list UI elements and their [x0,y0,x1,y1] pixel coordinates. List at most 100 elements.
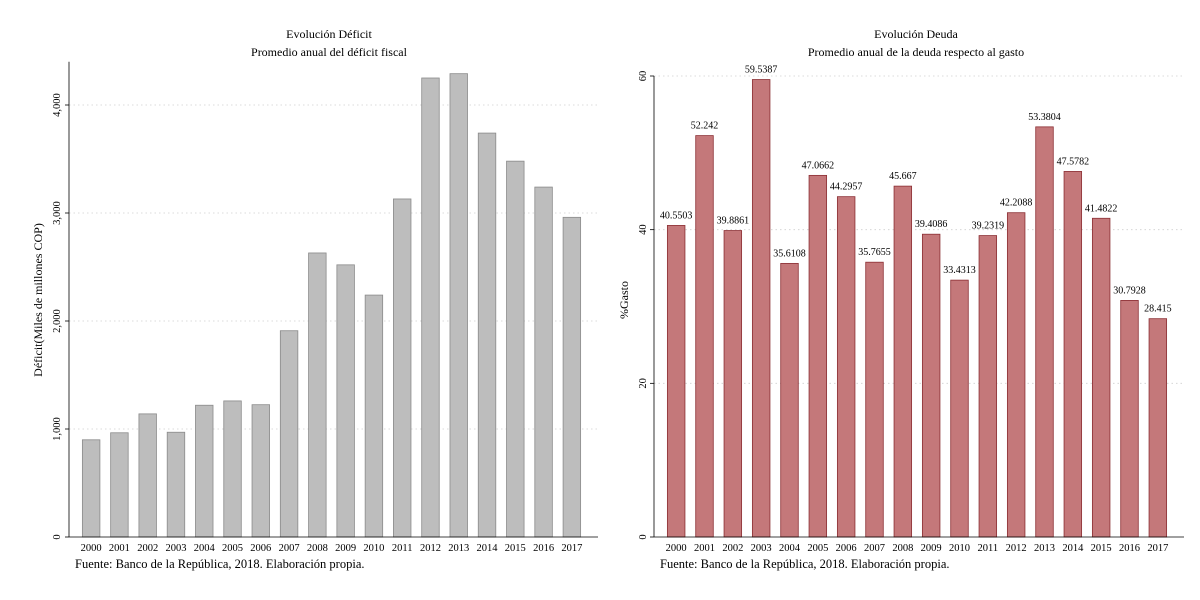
debt-x-tick-label: 2006 [836,543,857,554]
debt-x-tick-label: 2008 [892,543,913,554]
debt-x-tick-label: 2005 [807,543,828,554]
deficit-chart: Evolución Déficit Promedio anual del déf… [31,27,598,571]
deficit-x-tick-label: 2007 [279,543,300,554]
debt-x-tick-label: 2015 [1091,543,1112,554]
debt-bar [1063,171,1083,538]
debt-data-label: 35.6108 [773,248,806,259]
deficit-bar [506,160,525,538]
deficit-bar [534,186,553,538]
debt-chart-subtitle: Promedio anual de la deuda respecto al g… [808,45,1024,59]
deficit-x-tick-label: 2006 [250,543,271,554]
debt-bar [723,230,743,538]
debt-source-note: Fuente: Banco de la República, 2018. Ela… [660,557,950,571]
deficit-bar [251,404,270,538]
debt-x-tick-label: 2017 [1147,543,1168,554]
deficit-x-tick-label: 2001 [109,543,130,554]
deficit-x-tick-label: 2011 [392,543,413,554]
debt-x-tick-label: 2000 [666,543,687,554]
debt-data-label: 28.415 [1144,304,1172,315]
deficit-bar [195,404,214,538]
deficit-chart-subtitle: Promedio anual del déficit fiscal [251,45,408,59]
debt-data-label: 42.2088 [1000,198,1033,209]
debt-y-tick-label: 40 [638,224,649,235]
deficit-chart-title: Evolución Déficit [286,27,372,41]
debt-chart: Evolución Deuda Promedio anual de la deu… [617,27,1184,571]
debt-y-axis-label: %Gasto [617,281,631,319]
debt-y-tick-label: 20 [638,378,649,389]
deficit-x-tick-label: 2013 [448,543,469,554]
debt-bar [666,225,686,538]
debt-data-label: 44.2957 [830,182,863,193]
debt-y-tick-label: 0 [638,534,649,539]
debt-data-label: 30.7928 [1113,285,1146,296]
deficit-x-tick-label: 2009 [335,543,356,554]
debt-bar [1091,217,1111,538]
debt-data-label: 39.4086 [915,219,948,230]
debt-x-tick-label: 2001 [694,543,715,554]
deficit-bar [138,413,157,538]
debt-bar [751,79,771,538]
deficit-x-tick-label: 2010 [363,543,384,554]
deficit-bar [477,132,497,538]
deficit-x-tick-label: 2015 [505,543,526,554]
deficit-bar [166,431,186,538]
deficit-x-tick-label: 2005 [222,543,243,554]
debt-x-tick-label: 2013 [1034,543,1055,554]
debt-data-label: 40.5503 [660,210,693,221]
deficit-y-tick-label: 1,000 [52,417,63,441]
debt-data-label: 52.242 [691,121,719,132]
debt-bar [808,174,828,538]
deficit-bar [336,264,355,538]
deficit-x-tick-label: 2017 [561,543,582,554]
deficit-bar [562,216,582,538]
debt-bar [865,261,884,538]
debt-bar [921,233,941,538]
debt-bar [1148,318,1168,538]
debt-data-label: 33.4313 [943,265,976,276]
deficit-bar [364,294,384,538]
deficit-y-tick-label: 4,000 [52,93,63,117]
debt-x-tick-label: 2011 [978,543,999,554]
debt-bar [780,262,799,538]
debt-bar [1035,126,1054,538]
debt-x-tick-label: 2010 [949,543,970,554]
debt-data-label: 59.5387 [745,65,778,76]
debt-bar [950,279,969,538]
debt-bar [893,185,913,538]
deficit-bar [308,252,327,538]
deficit-x-tick-label: 2004 [194,543,216,554]
debt-bar [978,235,998,538]
deficit-x-tick-label: 2012 [420,543,441,554]
debt-x-tick-label: 2014 [1062,543,1084,554]
deficit-bar [223,400,242,538]
debt-y-tick-label: 60 [638,71,649,82]
deficit-y-tick-label: 2,000 [52,309,63,333]
debt-data-label: 45.667 [889,171,917,182]
debt-x-tick-label: 2003 [751,543,772,554]
debt-x-tick-label: 2016 [1119,543,1140,554]
deficit-x-tick-label: 2000 [81,543,102,554]
debt-data-label: 39.2319 [972,221,1005,232]
deficit-bar [110,432,129,538]
debt-bar [1006,212,1026,538]
debt-data-label: 39.8861 [717,216,750,227]
deficit-bar [449,73,468,538]
debt-data-label: 47.0662 [802,160,835,171]
debt-bar [1120,300,1139,538]
deficit-bar [81,439,101,538]
deficit-source-note: Fuente: Banco de la República, 2018. Ela… [75,557,365,571]
deficit-y-tick-label: 0 [52,534,63,539]
deficit-x-tick-label: 2016 [533,543,554,554]
debt-x-tick-label: 2002 [722,543,743,554]
debt-chart-title: Evolución Deuda [874,27,958,41]
deficit-bar [421,77,440,538]
debt-x-tick-label: 2009 [921,543,942,554]
debt-bar [836,196,856,538]
debt-bar [695,135,714,538]
debt-x-tick-label: 2004 [779,543,801,554]
debt-data-label: 53.3804 [1028,112,1061,123]
deficit-x-tick-label: 2008 [307,543,328,554]
deficit-x-tick-label: 2002 [137,543,158,554]
deficit-bar [279,330,299,538]
